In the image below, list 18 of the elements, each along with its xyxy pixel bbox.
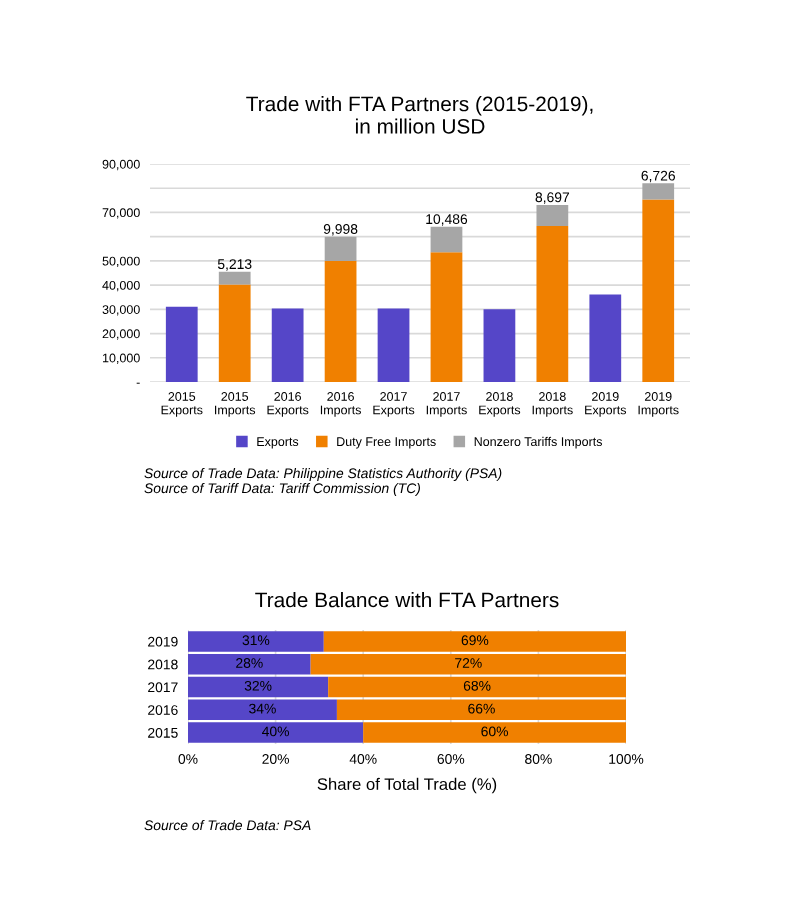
bar: [218, 284, 251, 382]
chart-title: Trade Balance with FTA Partners: [255, 592, 559, 608]
bar: [536, 226, 569, 382]
bar: [642, 199, 675, 382]
bar: [218, 271, 251, 285]
chart-title: Trade with FTA Partners (2015-2019), in million USD: [246, 96, 593, 134]
bar: [536, 204, 569, 227]
bar: [271, 308, 304, 382]
bar: [483, 309, 516, 382]
bar: [165, 306, 198, 382]
bar: [589, 294, 622, 382]
bar: [430, 226, 463, 253]
bar: [642, 183, 675, 200]
bar: [430, 252, 463, 382]
bar: [324, 236, 357, 261]
x-axis-title: Share of Total Trade (%): [317, 777, 497, 794]
bar: [377, 308, 410, 382]
bar: [324, 260, 357, 382]
